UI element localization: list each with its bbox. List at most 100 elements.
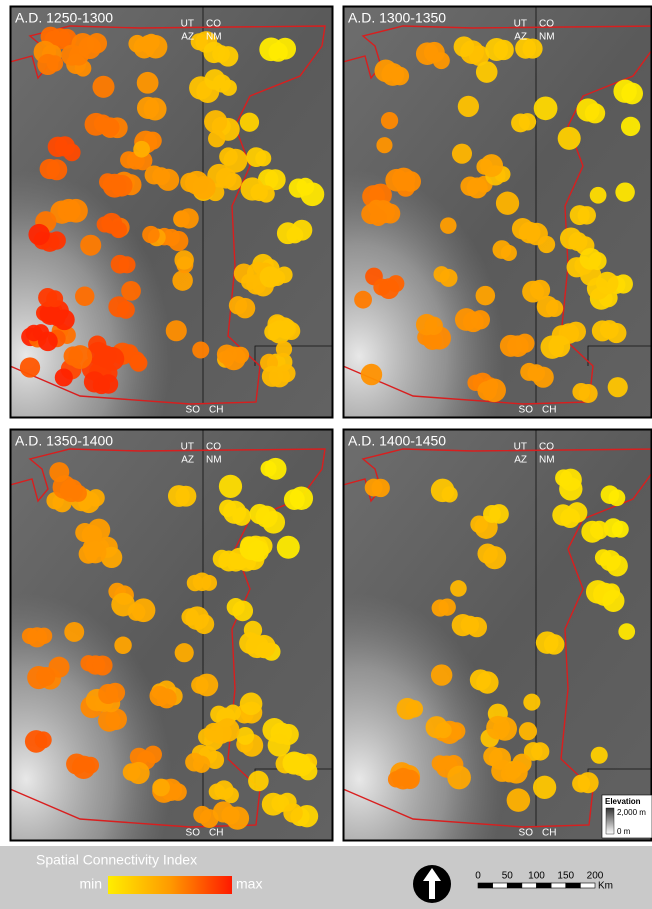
cluster-part: [35, 731, 52, 748]
cluster-part: [178, 208, 198, 228]
scale-label: 0: [475, 871, 481, 882]
cluster-part: [440, 269, 458, 287]
cluster-part: [114, 637, 131, 654]
cluster-part: [265, 458, 287, 480]
settlement-cluster: [208, 130, 225, 147]
cluster-part: [361, 364, 382, 385]
cluster-part: [87, 489, 105, 507]
state-label: CH: [542, 405, 556, 416]
settlement-cluster: [570, 205, 596, 225]
cluster-part: [299, 762, 318, 781]
cluster-part: [615, 182, 634, 201]
cluster-part: [501, 245, 517, 261]
cluster-part: [48, 231, 66, 249]
cluster-part: [530, 280, 550, 300]
cluster-part: [55, 368, 73, 386]
settlement-cluster: [431, 664, 452, 685]
settlement-cluster: [259, 38, 296, 62]
panel-content: [10, 429, 333, 841]
panel-content: [343, 6, 652, 418]
cluster-part: [268, 734, 291, 757]
cluster-part: [515, 334, 534, 353]
map-panel: A.D. 1250-1300UTCOAZNMSOCH: [10, 6, 333, 418]
cluster-part: [585, 103, 605, 123]
cluster-part: [166, 320, 187, 341]
cluster-part: [152, 779, 170, 797]
settlement-cluster: [175, 643, 194, 662]
cluster-part: [354, 291, 372, 309]
cluster-part: [566, 322, 586, 342]
legend-ramp: [108, 876, 232, 894]
cluster-part: [75, 287, 94, 306]
state-label: AZ: [514, 455, 527, 466]
cluster-part: [69, 46, 89, 66]
settlement-cluster: [277, 536, 300, 559]
cluster-part: [621, 117, 640, 136]
settlement-cluster: [486, 716, 517, 741]
cluster-part: [559, 469, 581, 491]
state-label: UT: [514, 19, 527, 30]
state-label: AZ: [181, 455, 194, 466]
cluster-part: [262, 511, 285, 534]
scale-label: 150: [557, 871, 574, 882]
cluster-part: [87, 519, 110, 542]
cluster-part: [93, 655, 113, 675]
cluster-part: [68, 345, 92, 369]
settlement-cluster: [523, 694, 540, 711]
settlement-cluster: [476, 61, 498, 83]
scale-unit: Km: [598, 881, 613, 892]
cluster-part: [431, 664, 452, 685]
settlement-cluster: [376, 137, 392, 153]
settlement-cluster: [590, 187, 607, 204]
cluster-part: [144, 746, 162, 764]
cluster-part: [192, 341, 209, 358]
cluster-part: [548, 335, 570, 357]
elevation-high: 2,000 m: [617, 808, 646, 817]
state-label: CO: [539, 442, 554, 453]
cluster-part: [577, 206, 596, 225]
cluster-part: [441, 486, 457, 502]
cluster-part: [110, 221, 127, 238]
settlement-cluster: [621, 117, 640, 136]
cluster-part: [458, 96, 479, 117]
settlement-cluster: [20, 357, 40, 377]
cluster-part: [525, 223, 548, 246]
cluster-part: [28, 224, 49, 245]
cluster-part: [533, 776, 556, 799]
cluster-part: [439, 598, 456, 615]
state-label: CH: [542, 828, 556, 839]
cluster-part: [255, 150, 271, 166]
cluster-part: [119, 256, 136, 273]
cluster-part: [578, 772, 599, 793]
cluster-part: [579, 384, 598, 403]
cluster-part: [36, 628, 52, 644]
state-label: SO: [186, 405, 201, 416]
figure: Spatial Connectivity Index min max 05010…: [0, 0, 652, 909]
cluster-part: [278, 320, 295, 337]
cluster-part: [489, 504, 509, 524]
cluster-part: [233, 347, 250, 364]
settlement-cluster: [591, 747, 608, 764]
cluster-part: [111, 175, 133, 197]
cluster-part: [130, 354, 148, 372]
settlement-cluster: [496, 192, 519, 215]
cluster-part: [223, 787, 239, 803]
cluster-part: [300, 182, 324, 206]
cluster-part: [387, 275, 404, 292]
panel-title: A.D. 1400-1450: [348, 433, 446, 449]
cluster-part: [376, 137, 392, 153]
cluster-part: [221, 80, 237, 96]
state-label: NM: [539, 455, 555, 466]
elevation-ramp: [606, 808, 614, 834]
settlement-cluster: [49, 462, 69, 482]
elevation-low: 0 m: [617, 827, 631, 836]
settlement-cluster: [558, 127, 581, 150]
cluster-part: [505, 761, 528, 784]
state-label: SO: [186, 828, 201, 839]
settlement-cluster: [55, 368, 73, 386]
cluster-part: [406, 700, 423, 717]
cluster-part: [534, 96, 558, 120]
cluster-part: [36, 667, 55, 686]
